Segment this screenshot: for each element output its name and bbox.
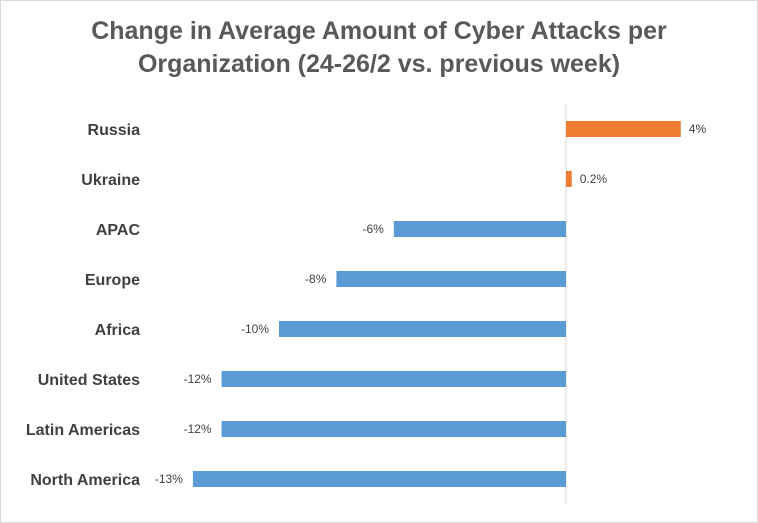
data-label: -12% xyxy=(184,422,212,436)
bar xyxy=(279,321,566,337)
category-label: Latin Americas xyxy=(26,422,140,439)
data-label: -12% xyxy=(184,372,212,386)
data-label: -6% xyxy=(362,222,384,236)
category-label: Africa xyxy=(95,322,140,339)
bar xyxy=(566,171,572,187)
bar xyxy=(336,271,566,287)
category-label: Ukraine xyxy=(81,172,140,189)
bar xyxy=(221,421,566,437)
bar xyxy=(192,471,566,487)
data-label: -13% xyxy=(155,472,183,486)
category-label: North America xyxy=(30,472,140,489)
category-label: APAC xyxy=(96,222,141,239)
chart-title-line-1: Change in Average Amount of Cyber Attack… xyxy=(91,17,667,45)
data-label: 4% xyxy=(689,122,707,136)
data-label: -8% xyxy=(305,272,327,286)
category-label: Europe xyxy=(85,272,140,289)
bar xyxy=(393,221,566,237)
category-label: Russia xyxy=(88,122,141,139)
data-label: -10% xyxy=(241,322,269,336)
chart-title: Change in Average Amount of Cyber Attack… xyxy=(1,15,757,81)
bar xyxy=(566,121,681,137)
chart-title-line-2: Organization (24-26/2 vs. previous week) xyxy=(137,50,621,78)
bar xyxy=(221,371,566,387)
data-label: 0.2% xyxy=(580,172,608,186)
category-label: United States xyxy=(38,372,140,389)
